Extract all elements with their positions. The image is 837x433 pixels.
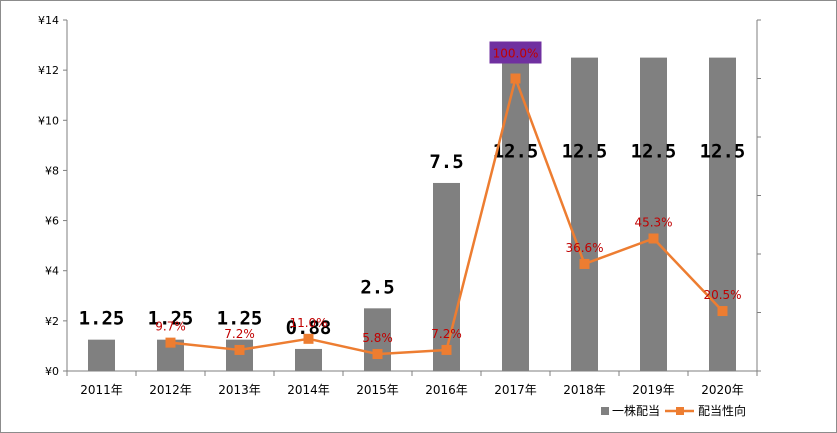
dividend-bar-label: 0.88: [286, 317, 332, 339]
dividend-bar-label: 7.5: [429, 151, 463, 173]
dividend-bar-labels: 1.25 1.25 1.25 0.88 2.5 7.5 12.5 12.5 12.5 12.5: [79, 141, 746, 339]
dividend-bar: [88, 339, 115, 371]
dividend-bar: [295, 348, 322, 371]
left-axis-tick-label: ¥14: [38, 14, 59, 27]
x-axis-tick-label: 2018年: [563, 383, 606, 397]
payout-ratio-label: 5.8%: [362, 331, 393, 345]
legend: 一株配当 配当性向: [601, 403, 746, 418]
payout-ratio-label: 11.0%: [289, 316, 327, 330]
payout-ratio-point: [510, 73, 521, 84]
dividend-bar-label: 1.25: [79, 308, 125, 330]
payout-ratio-point: [303, 333, 314, 344]
payout-ratio-point: [234, 344, 245, 355]
x-axis-tick-label: 2014年: [287, 383, 330, 397]
dividend-bar: [226, 339, 253, 371]
payout-ratio-point: [441, 344, 452, 355]
dividend-bar-label: 12.5: [493, 141, 539, 163]
left-axis-tick-label: ¥4: [45, 265, 59, 278]
legend-swatch-dividend: [601, 407, 609, 415]
payout-ratio-label: 7.2%: [224, 327, 255, 341]
left-axis-tick-label: ¥10: [38, 114, 59, 127]
dividend-bar: [433, 182, 460, 371]
legend-label-payout: 配当性向: [698, 403, 746, 418]
payout-ratio-series: [165, 73, 728, 360]
x-axis-tick-label: 2013年: [218, 383, 261, 397]
payout-ratio-label: 7.2%: [431, 327, 462, 341]
payout-ratio-point: [717, 306, 728, 317]
x-axis-tick-label: 2015年: [356, 383, 399, 397]
dividend-bar: [640, 57, 667, 371]
x-axis-tick-label: 2017年: [494, 383, 537, 397]
payout-ratio-point: [372, 349, 383, 360]
payout-ratio-label: 36.6%: [565, 241, 603, 255]
legend-label-dividend: 一株配当: [612, 403, 660, 418]
payout-ratio-labels: 9.7% 7.2% 11.0% 5.8% 7.2% 100.0% 36.6% 45.3% 20.…: [155, 41, 742, 345]
dividend-bar-label: 1.25: [217, 308, 263, 330]
dividend-bar-label: 12.5: [700, 141, 746, 163]
payout-ratio-point: [165, 337, 176, 348]
x-axis-tick-label: 2011年: [80, 383, 123, 397]
left-axis-tick-label: ¥6: [45, 215, 59, 228]
payout-ratio-label: 45.3%: [634, 215, 672, 229]
left-axis-tick-label: ¥2: [45, 315, 59, 328]
payout-ratio-label: 20.5%: [703, 288, 741, 302]
payout-ratio-point: [579, 258, 590, 269]
payout-ratio-point: [648, 233, 659, 244]
x-axis-tick-label: 2019年: [632, 383, 675, 397]
right-y-axis: [756, 19, 761, 372]
x-axis-tick-label: 2020年: [701, 383, 744, 397]
legend-marker-payout: [676, 407, 684, 415]
dividend-bars: [88, 57, 736, 371]
dividend-bar-label: 12.5: [562, 141, 608, 163]
dividend-bar: [364, 308, 391, 371]
dividend-bar-label: 2.5: [360, 276, 394, 298]
x-axis-tick-label: 2016年: [425, 383, 468, 397]
left-axis-tick-label: ¥12: [38, 64, 59, 77]
dividend-bar: [709, 57, 736, 371]
payout-ratio-label: 100.0%: [493, 47, 539, 61]
payout-ratio-label-box: [489, 41, 542, 64]
dividend-bar: [571, 57, 598, 371]
left-axis-tick-label: ¥0: [45, 365, 59, 378]
left-axis-tick-label: ¥8: [45, 164, 59, 177]
dividend-bar-label: 1.25: [148, 308, 194, 330]
payout-ratio-label: 9.7%: [155, 320, 186, 334]
x-axis-tick-label: 2012年: [149, 383, 192, 397]
dividend-bar-label: 12.5: [631, 141, 677, 163]
left-y-axis: ¥0 ¥2 ¥4 ¥6 ¥8 ¥10 ¥12 ¥14: [38, 14, 68, 378]
